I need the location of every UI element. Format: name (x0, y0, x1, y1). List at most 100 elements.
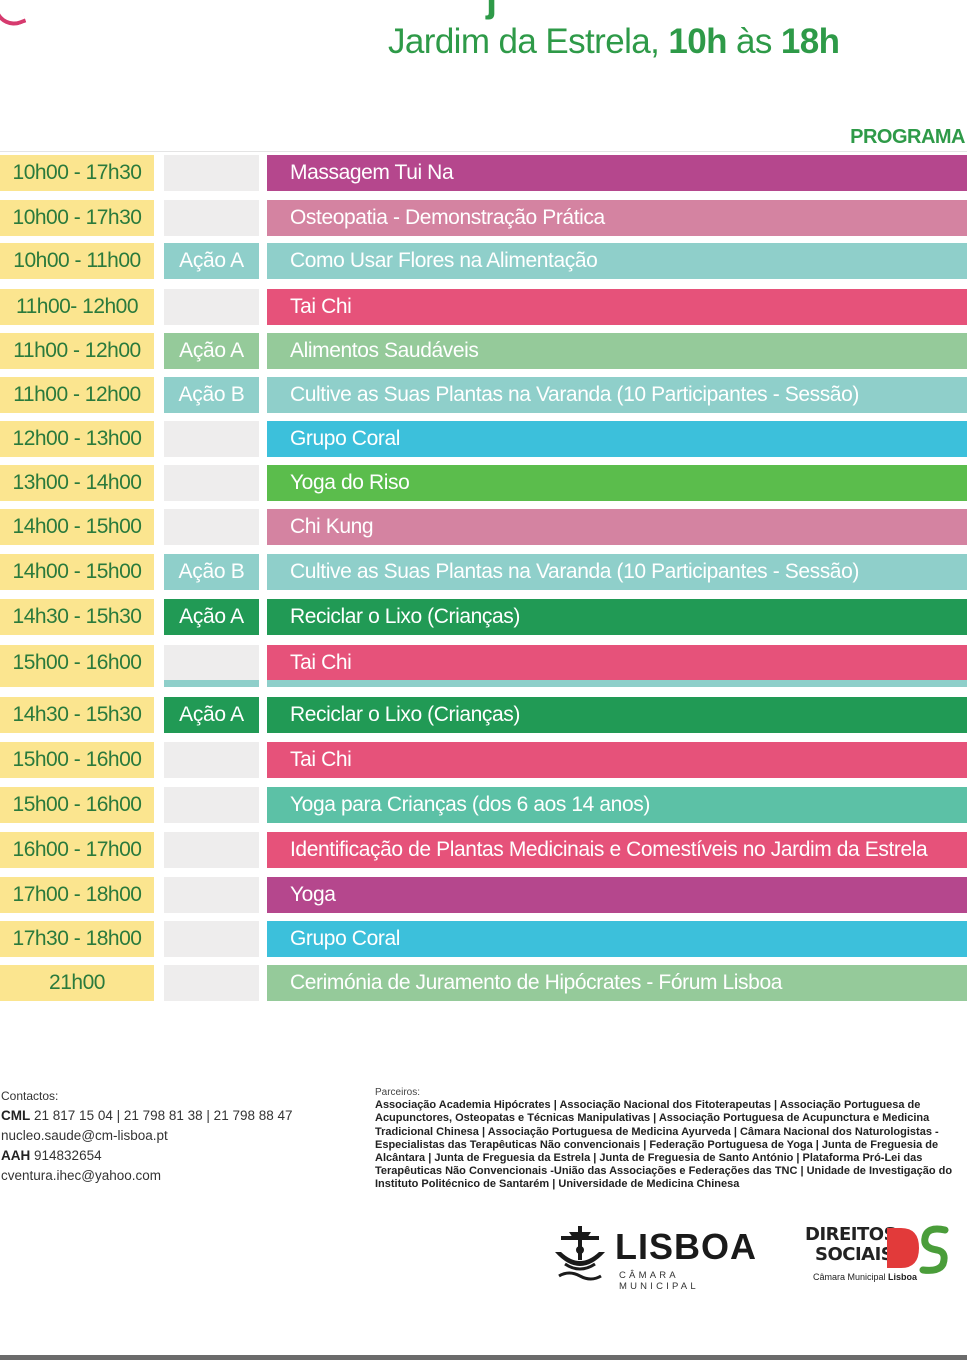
activity-title: Cerimónia de Juramento de Hipócrates - F… (267, 965, 967, 1001)
schedule-row: 14h00 - 15h00 Chi Kung (0, 509, 967, 545)
lisboa-subtitle: CÂMARA MUNICIPAL (619, 1270, 699, 1292)
action-tag (164, 421, 259, 457)
bottom-border (0, 1355, 967, 1360)
time-slot: 15h00 - 16h00 (0, 742, 154, 778)
time-slot: 13h00 - 14h00 (0, 465, 154, 501)
action-tag (164, 645, 259, 681)
activity-title: Identificação de Plantas Medicinais e Co… (267, 832, 967, 868)
time-slot: 16h00 - 17h00 (0, 832, 154, 868)
contacts-label: Contactos: (1, 1089, 59, 1103)
activity-title: Yoga (267, 877, 967, 913)
time-slot: 21h00 (0, 965, 154, 1001)
partners-block: Parceiros: Associação Academia Hipócrate… (375, 1086, 960, 1192)
lisboa-wordmark: LISBOA (615, 1226, 758, 1267)
schedule-row: 11h00- 12h00 Tai Chi (0, 289, 967, 325)
time-slot: 11h00 - 12h00 (0, 333, 154, 369)
time-slot: 12h00 - 13h00 (0, 421, 154, 457)
title-fragment: j (486, 0, 497, 21)
schedule-row: 14h00 - 15h00 Ação B Cultive as Suas Plant… (0, 554, 967, 590)
time-slot: 17h00 - 18h00 (0, 877, 154, 913)
schedule-row: 15h00 - 16h00 Yoga para Crianças (dos 6 a… (0, 787, 967, 823)
schedule-row: 10h00 - 17h30 Osteopatia - Demonstração P… (0, 200, 967, 236)
activity-title: Tai Chi (267, 289, 967, 325)
ds-subtitle: Câmara Municipal Lisboa (813, 1272, 918, 1282)
schedule-row: 12h00 - 13h00 Grupo Coral (0, 421, 967, 457)
connector-text: às (736, 22, 772, 61)
schedule-row: 17h00 - 18h00 Yoga (0, 877, 967, 913)
time-slot: 17h30 - 18h00 (0, 921, 154, 957)
action-tag (164, 965, 259, 1001)
schedule-row: 14h30 - 15h30 Ação A Reciclar o Lixo (Cria… (0, 697, 967, 733)
ds-monogram-icon (887, 1225, 949, 1274)
time-slot: 14h00 - 15h00 (0, 554, 154, 590)
time-slot: 11h00- 12h00 (0, 289, 154, 325)
contacts-block: Contactos: CML 21 817 15 04 | 21 798 81 … (1, 1086, 293, 1186)
aah-phone: AAH 914832654 (1, 1148, 102, 1163)
action-tag (164, 832, 259, 868)
schedule-row: 11h00 - 12h00 Ação A Alimentos Saudáveis (0, 333, 967, 369)
schedule-row: 13h00 - 14h00 Yoga do Riso (0, 465, 967, 501)
action-tag (164, 877, 259, 913)
schedule-row: 14h30 - 15h30 Ação A Reciclar o Lixo (Cria… (0, 599, 967, 635)
activity-title: Osteopatia - Demonstração Prática (267, 200, 967, 236)
time-slot: 14h30 - 15h30 (0, 697, 154, 733)
action-tag: Ação B (164, 554, 259, 590)
cml-phones: CML 21 817 15 04 | 21 798 81 38 | 21 798… (1, 1108, 293, 1123)
corner-decoration (0, 0, 27, 32)
cml-email[interactable]: nucleo.saude@cm-lisboa.pt (1, 1128, 168, 1143)
activity-title: Chi Kung (267, 509, 967, 545)
location-text: Jardim da Estrela, (388, 22, 660, 61)
time-slot: 10h00 - 17h30 (0, 155, 154, 191)
action-tag: Ação A (164, 333, 259, 369)
schedule-row: 21h00 Cerimónia de Juramento de Hipócrate… (0, 965, 967, 1001)
activity-title: Yoga para Crianças (dos 6 aos 14 anos) (267, 787, 967, 823)
action-tag: Ação B (164, 377, 259, 413)
start-hour: 10h (668, 22, 727, 61)
lisboa-logo: LISBOA CÂMARA MUNICIPAL (551, 1222, 756, 1292)
header-divider (0, 151, 967, 152)
activity-title: Alimentos Saudáveis (267, 333, 967, 369)
time-slot: 15h00 - 16h00 (0, 645, 154, 681)
action-tag (164, 921, 259, 957)
schedule-row: 11h00 - 12h00 Ação B Cultive as Suas Plant… (0, 377, 967, 413)
programa-label: PROGRAMA (850, 126, 965, 148)
overlapping-row-remnant (0, 680, 967, 687)
time-slot: 10h00 - 17h30 (0, 200, 154, 236)
direitos-sociais-logo: DIREITOS SOCIAIS Câmara Municipal Lisboa (803, 1224, 951, 1286)
ds-line2: SOCIAIS (815, 1244, 894, 1265)
activity-title: Grupo Coral (267, 421, 967, 457)
aah-email[interactable]: cventura.ihec@yahoo.com (1, 1168, 162, 1183)
time-slot: 14h30 - 15h30 (0, 599, 154, 635)
schedule-row: 10h00 - 17h30 Massagem Tui Na (0, 155, 967, 191)
activity-title: Grupo Coral (267, 921, 967, 957)
ds-line1: DIREITOS (805, 1224, 897, 1245)
partners-list: Associação Academia Hipócrates | Associa… (375, 1099, 953, 1191)
action-tag: Ação A (164, 243, 259, 279)
action-tag (164, 742, 259, 778)
activity-title: Como Usar Flores na Alimentação (267, 243, 967, 279)
end-hour: 18h (780, 22, 840, 61)
activity-title: Yoga do Riso (267, 465, 967, 501)
partners-label: Parceiros: (375, 1087, 421, 1098)
action-tag (164, 289, 259, 325)
time-slot: 14h00 - 15h00 (0, 509, 154, 545)
activity-title: Reciclar o Lixo (Crianças) (267, 599, 967, 635)
activity-title: Massagem Tui Na (267, 155, 967, 191)
activity-title: Tai Chi (267, 645, 967, 681)
action-tag (164, 465, 259, 501)
time-slot: 10h00 - 11h00 (0, 243, 154, 279)
action-tag: Ação A (164, 599, 259, 635)
ship-crest-icon (555, 1226, 605, 1281)
action-tag: Ação A (164, 697, 259, 733)
schedule-row: 15h00 - 16h00 Tai Chi (0, 645, 967, 681)
schedule-row: 10h00 - 11h00 Ação A Como Usar Flores na A… (0, 243, 967, 279)
schedule-row: 15h00 - 16h00 Tai Chi (0, 742, 967, 778)
time-slot: 15h00 - 16h00 (0, 787, 154, 823)
event-location-hours: Jardim da Estrela, 10h às 18h (388, 22, 840, 62)
action-tag (164, 509, 259, 545)
action-tag (164, 787, 259, 823)
action-tag (164, 155, 259, 191)
time-slot: 11h00 - 12h00 (0, 377, 154, 413)
action-tag (164, 200, 259, 236)
schedule-row: 17h30 - 18h00 Grupo Coral (0, 921, 967, 957)
